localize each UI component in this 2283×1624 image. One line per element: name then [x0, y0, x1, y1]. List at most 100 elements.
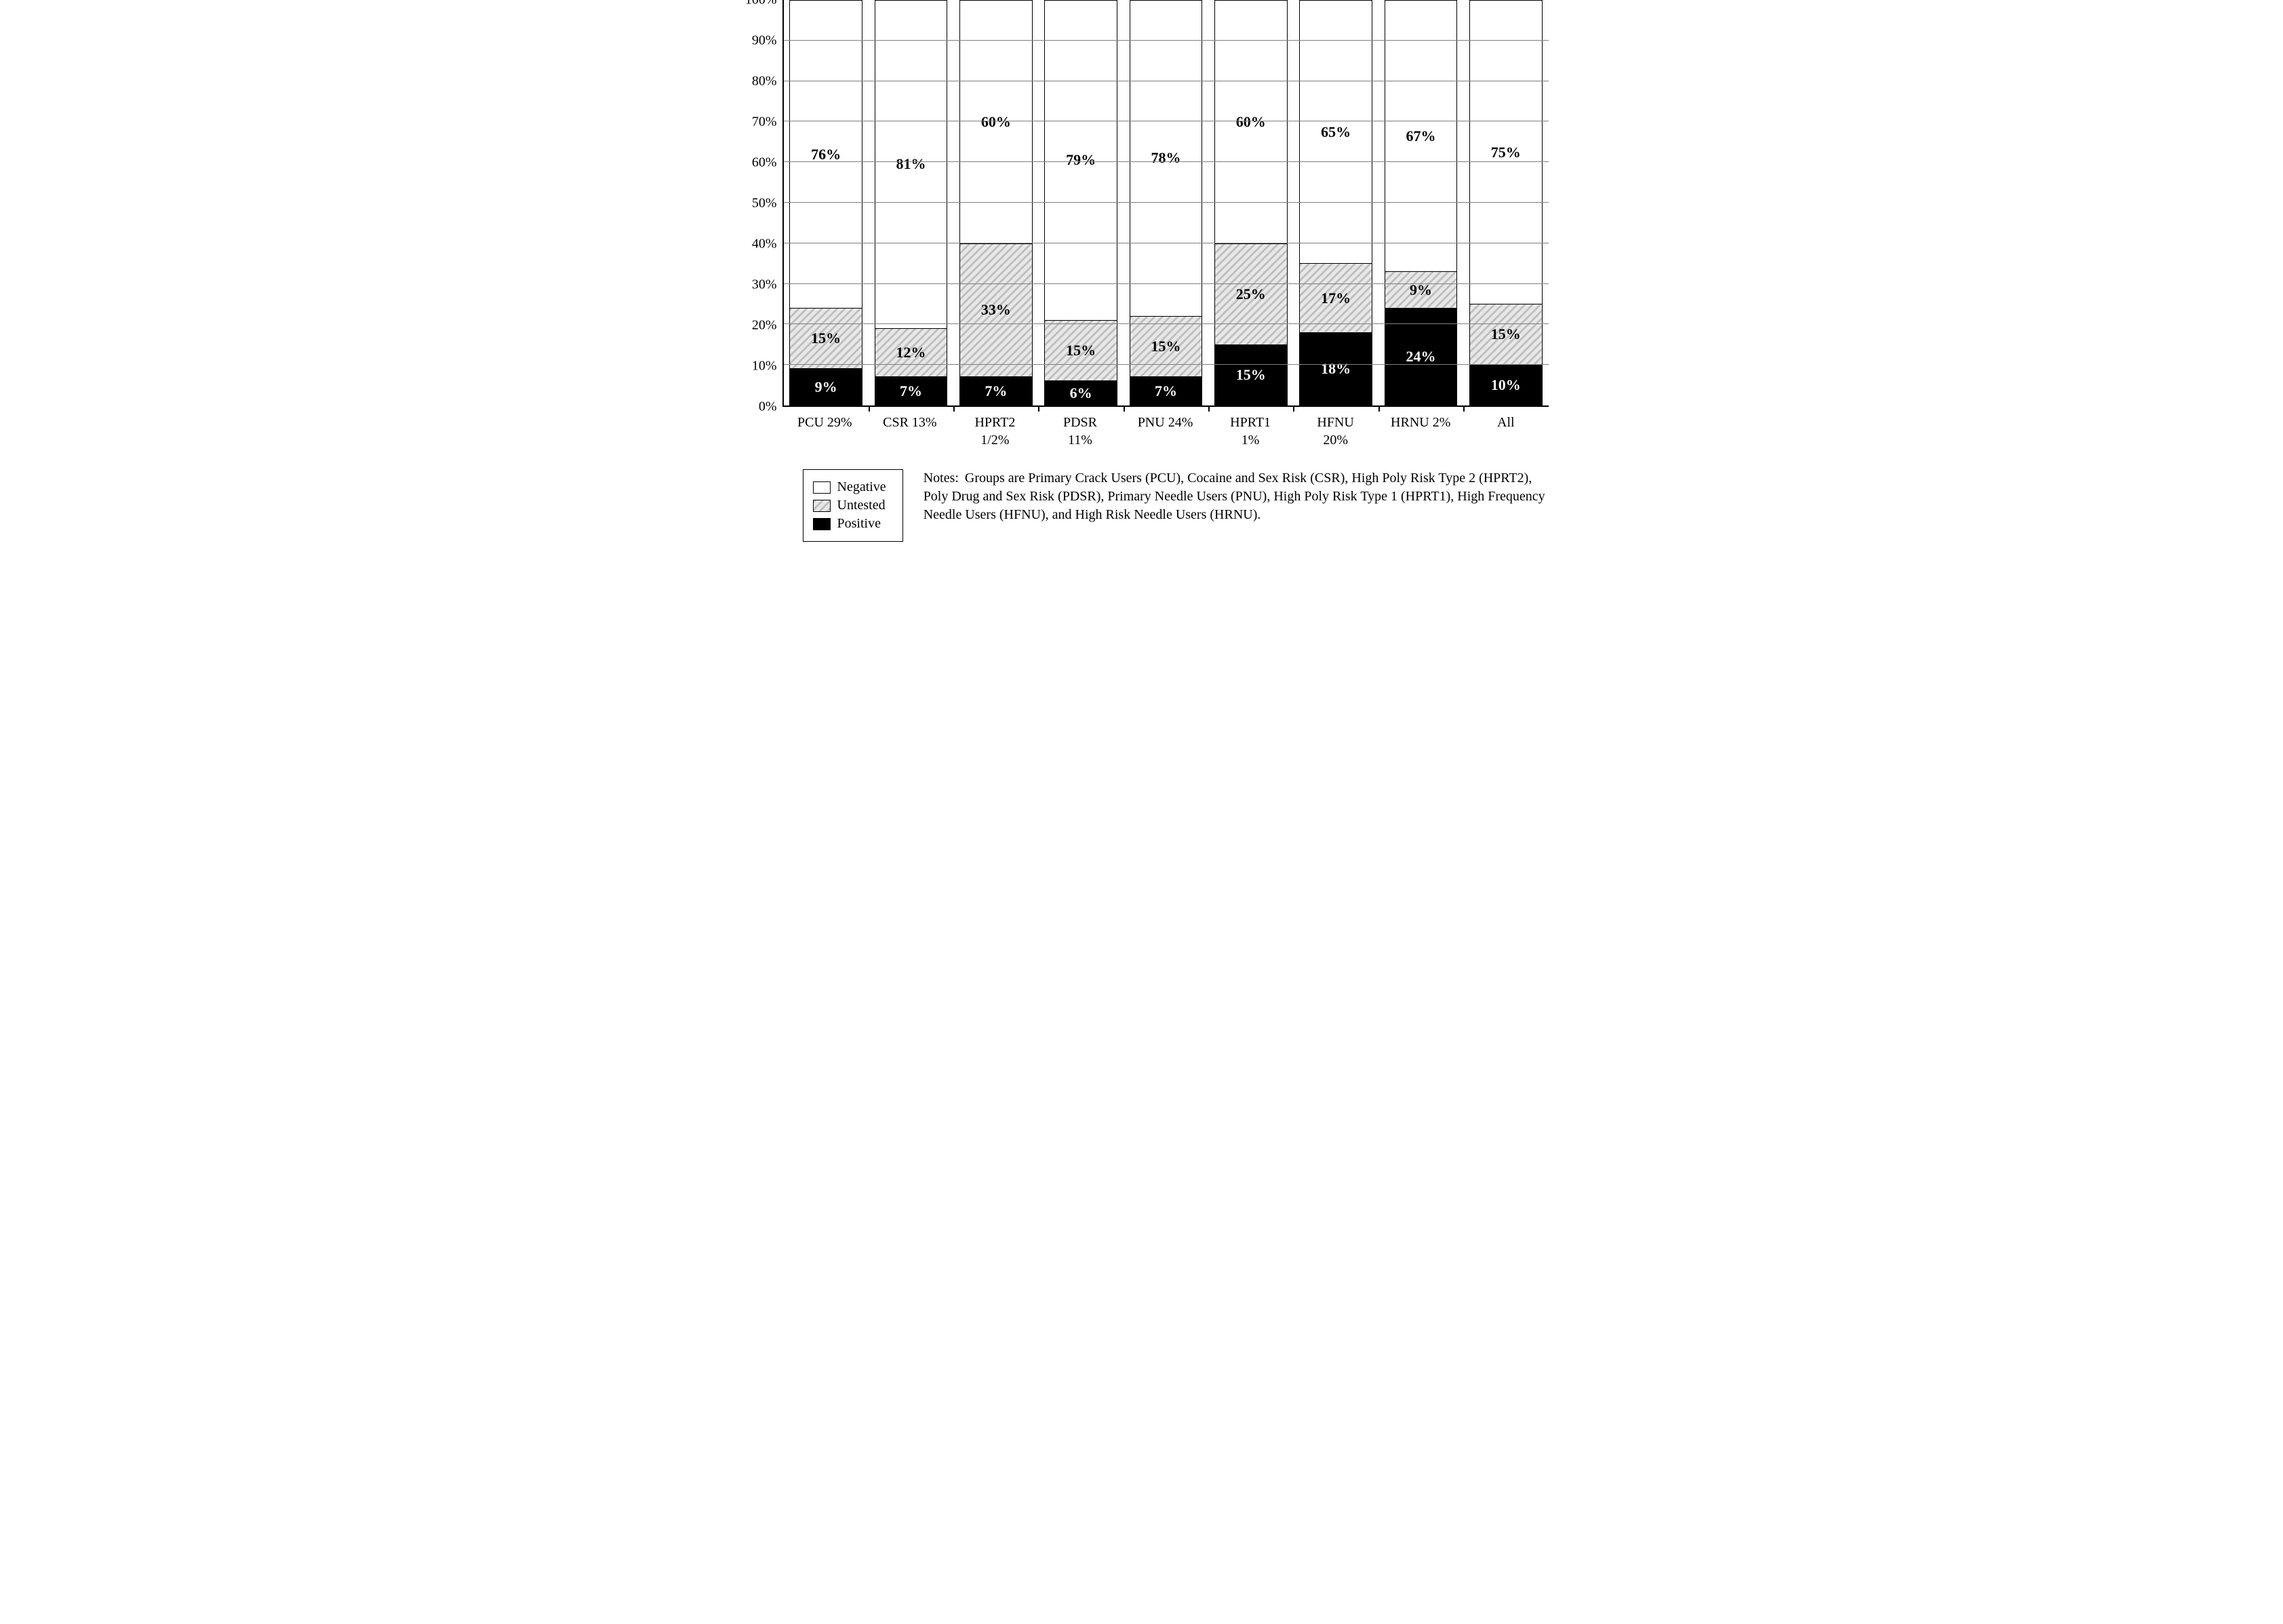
bar-segment-label: 33% — [981, 301, 1011, 319]
stacked-bar: 18%17%65% — [1299, 0, 1372, 405]
gridline — [784, 40, 1549, 41]
stacked-bar: 15% 25% 60% — [1214, 0, 1288, 405]
y-tick-label: 90% — [752, 33, 777, 49]
bar-segment-untested: 15% — [790, 308, 862, 368]
gridline — [784, 323, 1549, 324]
bar-segment-negative: 60% — [960, 1, 1032, 243]
x-tick — [1124, 405, 1125, 412]
legend-label: Untested — [837, 498, 886, 513]
y-tick-label: 50% — [752, 196, 777, 212]
x-axis: PCU 29%CSR 13%HPRT21/2%PDSR11%PNU 24%HPR… — [782, 407, 1549, 449]
bar-segment-label: 24% — [1406, 348, 1435, 365]
bar-segment-label: 10% — [1491, 376, 1521, 394]
y-tick-label: 60% — [752, 155, 777, 171]
bar-segment-positive: 6% — [1045, 380, 1117, 405]
legend-item-negative: Negative — [813, 479, 886, 495]
x-axis-label: HPRT21/2% — [953, 407, 1038, 449]
bar-segment-untested: 9% — [1385, 271, 1457, 308]
chart-area: 0%10%20%30%40%50%60%70%80%90%100% 9%15%7… — [735, 0, 1549, 407]
bar-slot: 18%17%65% — [1293, 0, 1378, 405]
bar-segment-positive: 7% — [960, 376, 1032, 405]
bar-slot: 7% 12% 81% — [869, 0, 953, 405]
x-axis-label: CSR 13% — [867, 407, 953, 449]
bar-segment-label: 7% — [900, 382, 922, 400]
bar-segment-untested: 15% — [1130, 316, 1202, 376]
stacked-bar: 7% 15% 78% — [1130, 0, 1203, 405]
legend-swatch — [813, 518, 831, 530]
notes: Notes: Groups are Primary Crack Users (P… — [924, 469, 1549, 524]
bar-segment-label: 60% — [981, 113, 1011, 131]
bar-segment-positive: 7% — [1130, 376, 1202, 405]
y-tick-label: 30% — [752, 277, 777, 293]
y-axis: 0%10%20%30%40%50%60%70%80%90%100% — [735, 0, 782, 407]
bar-slot: 10% 15% 75% — [1463, 0, 1548, 405]
x-axis-label: PCU 29% — [782, 407, 868, 449]
bar-slot: 15% 25% 60% — [1208, 0, 1293, 405]
bar-segment-label: 15% — [1151, 338, 1180, 355]
bar-segment-positive: 24% — [1385, 308, 1457, 405]
x-tick — [1038, 405, 1039, 412]
y-tick-label: 0% — [759, 399, 777, 415]
y-tick-label: 100% — [745, 0, 777, 8]
bar-segment-label: 60% — [1236, 113, 1266, 131]
plot-area: 9%15%76%7%12%81%7%33%60%6%15%79%7%15%78%… — [782, 0, 1549, 407]
stacked-bar: 7% 12% 81% — [875, 0, 948, 405]
bar-segment-negative: 78% — [1130, 1, 1202, 316]
gridline — [784, 283, 1549, 284]
bar-segment-negative: 79% — [1045, 1, 1117, 320]
bar-segment-untested: 15% — [1470, 304, 1542, 364]
stacked-bar: 10% 15% 75% — [1469, 0, 1543, 405]
bar-slot: 7% 15% 78% — [1124, 0, 1208, 405]
y-tick-label: 80% — [752, 74, 777, 90]
bars-container: 9%15%76%7%12%81%7%33%60%6%15%79%7%15%78%… — [784, 0, 1549, 405]
stacked-bar: 24% 9% 67% — [1385, 0, 1458, 405]
bar-segment-label: 75% — [1491, 144, 1521, 161]
y-tick-label: 20% — [752, 318, 777, 334]
bar-slot: 7% 33% 60% — [953, 0, 1038, 405]
bar-segment-label: 67% — [1406, 127, 1435, 145]
bar-segment-untested: 17% — [1300, 263, 1372, 332]
bar-slot: 24% 9% 67% — [1378, 0, 1463, 405]
notes-text: Groups are Primary Crack Users (PCU), Co… — [924, 471, 1545, 522]
legend-label: Negative — [837, 479, 886, 495]
bar-segment-negative: 81% — [875, 1, 947, 328]
bar-segment-label: 79% — [1066, 151, 1096, 169]
bar-segment-label: 15% — [1491, 325, 1521, 343]
bar-segment-label: 15% — [811, 330, 841, 347]
bar-segment-untested: 15% — [1045, 320, 1117, 380]
x-tick — [1378, 405, 1380, 412]
bar-segment-untested: 25% — [1215, 243, 1287, 344]
bar-segment-untested: 12% — [875, 328, 947, 377]
bar-segment-negative: 76% — [790, 1, 862, 308]
bar-segment-negative: 67% — [1385, 1, 1457, 271]
bar-segment-label: 7% — [1155, 382, 1177, 400]
y-tick-label: 40% — [752, 237, 777, 252]
x-tick — [1463, 405, 1465, 412]
x-tick — [869, 405, 870, 412]
gridline — [784, 364, 1549, 365]
gridline — [784, 202, 1549, 203]
bar-segment-label: 25% — [1236, 285, 1266, 303]
y-tick-label: 70% — [752, 115, 777, 130]
bar-segment-label: 12% — [896, 344, 926, 361]
bar-segment-positive: 18% — [1300, 332, 1372, 405]
legend-swatch — [813, 500, 831, 512]
x-axis-label: HPRT11% — [1208, 407, 1293, 449]
x-tick — [1293, 405, 1294, 412]
bar-segment-positive: 15% — [1215, 344, 1287, 405]
bar-segment-positive: 9% — [790, 368, 862, 405]
bar-segment-negative: 60% — [1215, 1, 1287, 243]
x-axis-label: All — [1463, 407, 1549, 449]
bar-segment-label: 18% — [1321, 360, 1351, 378]
bar-segment-positive: 7% — [875, 376, 947, 405]
bar-segment-untested: 33% — [960, 243, 1032, 377]
bar-segment-negative: 75% — [1470, 1, 1542, 304]
stacked-bar: 9% 15% 76% — [789, 0, 862, 405]
chart-container: 0%10%20%30%40%50%60%70%80%90%100% 9%15%7… — [735, 0, 1549, 542]
x-axis-label: HRNU 2% — [1378, 407, 1463, 449]
x-tick — [1208, 405, 1210, 412]
y-tick-label: 10% — [752, 359, 777, 374]
gridline — [784, 161, 1549, 162]
bar-segment-label: 9% — [815, 378, 837, 396]
legend: NegativeUntestedPositive — [803, 469, 903, 542]
